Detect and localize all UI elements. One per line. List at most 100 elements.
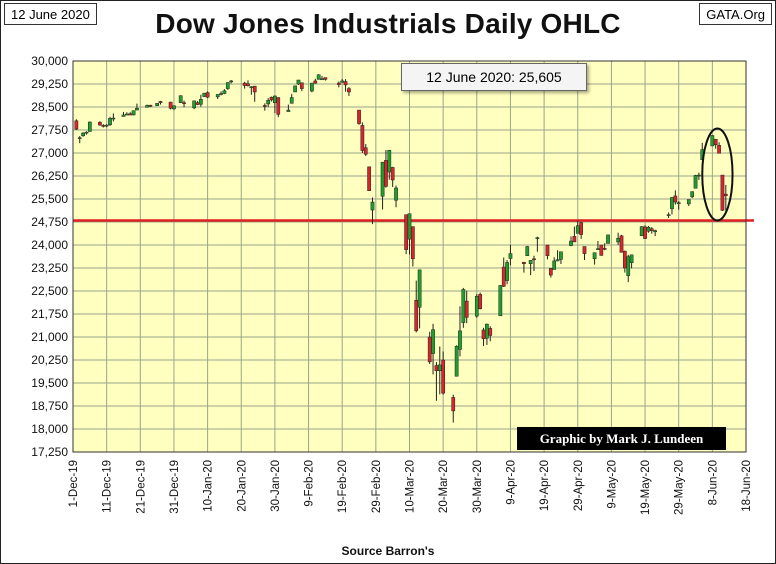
y-tick-label: 30,000: [31, 54, 68, 68]
x-tick-label: 30-Jan-20: [270, 460, 282, 512]
candle: [121, 111, 126, 117]
candle-body: [394, 187, 398, 201]
candle-body: [461, 289, 466, 323]
candle: [474, 294, 479, 318]
candle-body: [697, 174, 701, 177]
y-axis-ticks: 30,000 29,250 28,500 27,750 27,000 26,250 25,5…: [31, 54, 68, 459]
candle: [289, 93, 294, 104]
candle-body: [363, 147, 368, 155]
candle: [619, 234, 624, 253]
candle: [649, 227, 654, 234]
candle-body: [451, 397, 456, 412]
candle: [310, 82, 314, 93]
candle: [336, 81, 341, 88]
y-tick-label: 27,750: [31, 123, 68, 137]
candle: [293, 85, 297, 93]
x-tick-label: 10-Mar-20: [405, 460, 417, 513]
candle: [710, 135, 715, 147]
candle: [286, 104, 291, 112]
candle: [441, 351, 445, 395]
candle-body: [478, 294, 483, 310]
candle-body: [222, 90, 227, 94]
candle-body: [269, 96, 274, 101]
candle-body: [135, 107, 139, 111]
candle-body: [182, 102, 186, 104]
candle: [592, 252, 597, 265]
candle: [545, 244, 550, 260]
candle-body: [131, 110, 136, 116]
candle: [670, 197, 674, 215]
candle: [225, 82, 230, 90]
candle-body: [417, 269, 422, 308]
candle-body: [501, 266, 506, 287]
x-tick-label: 1-Dec-19: [68, 460, 80, 507]
candle-body: [414, 299, 419, 332]
candle-body: [464, 300, 469, 318]
candle: [155, 103, 159, 107]
candle: [602, 243, 607, 251]
candle: [488, 326, 493, 342]
candle-body: [474, 295, 479, 317]
x-tick-label: 20-Mar-20: [438, 460, 450, 513]
candle: [639, 226, 644, 237]
candle: [720, 174, 725, 211]
candle-body: [485, 323, 489, 339]
candle-body: [579, 222, 583, 235]
candle: [229, 80, 234, 84]
candle: [478, 292, 483, 310]
candle-body: [458, 330, 462, 350]
x-tick-label: 21-Dec-19: [135, 460, 147, 514]
candle: [629, 254, 634, 269]
candle-body: [498, 285, 503, 317]
y-tick-label: 24,000: [31, 238, 68, 252]
candle-body: [81, 132, 85, 137]
candle: [266, 98, 271, 107]
candle-body: [262, 105, 267, 107]
candle-body: [548, 268, 553, 276]
candle-body: [336, 82, 341, 85]
candle: [347, 87, 351, 96]
candle: [296, 79, 301, 85]
candle: [87, 121, 92, 132]
candle: [384, 149, 388, 188]
candle-body: [121, 114, 126, 117]
candle: [74, 119, 79, 130]
candle-body: [427, 336, 432, 363]
candle: [569, 236, 573, 247]
plot-border: [72, 60, 747, 453]
candle: [555, 250, 560, 262]
candle: [205, 91, 210, 99]
candle-body: [225, 82, 230, 89]
candle: [713, 138, 718, 149]
candle: [522, 261, 526, 273]
candle: [431, 323, 435, 375]
candle-body: [289, 97, 294, 104]
y-tick-label: 19,500: [31, 376, 68, 390]
candle: [458, 306, 462, 357]
candle-body: [380, 161, 385, 197]
candle-body: [649, 228, 654, 231]
candle-body: [619, 235, 624, 253]
date-label: 12 June 2020: [4, 3, 97, 25]
candle-body: [249, 86, 254, 89]
brand-label: GATA.Org: [699, 3, 772, 25]
candle-body: [199, 99, 203, 105]
candle-body: [535, 237, 540, 239]
candle-body: [602, 248, 607, 250]
x-tick-label: 9-Feb-20: [304, 460, 316, 507]
candle: [135, 103, 139, 111]
y-tick-label: 24,750: [31, 215, 68, 229]
candle-body: [340, 80, 345, 83]
candle-body: [532, 258, 536, 261]
candle-body: [293, 85, 297, 93]
candle: [299, 82, 304, 92]
candle-body: [74, 120, 79, 130]
candle: [390, 166, 395, 188]
candle: [98, 121, 102, 126]
candle: [411, 226, 415, 267]
y-tick-label: 25,500: [31, 192, 68, 206]
candle: [686, 199, 691, 207]
candle-body: [172, 105, 176, 110]
candle-body: [246, 83, 250, 87]
candle-body: [310, 82, 314, 92]
